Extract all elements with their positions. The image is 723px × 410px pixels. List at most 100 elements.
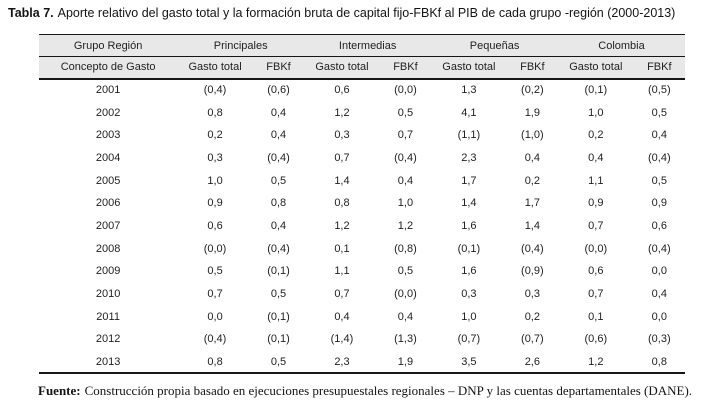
table-row: 2002 0,8 0,4 1,2 0,5 4,1 1,9 1,0 0,5	[39, 101, 685, 124]
value-cell: 0,5	[207, 265, 223, 278]
value-cell: 1,2	[334, 106, 350, 119]
table-row: 2013 0,8 0,5 2,3 1,9 3,5 2,6 1,2 0,8	[39, 351, 685, 374]
value-cell: 0,5	[651, 174, 667, 187]
data-table: Grupo Región Principales Intermedias Peq…	[39, 34, 685, 375]
value-cell: (0,7)	[457, 333, 481, 346]
subheader-cell: Gasto total	[188, 61, 242, 74]
table-row: 2006 0,9 0,8 0,8 1,0 1,4 1,7 0,9 0,9	[39, 192, 685, 215]
value-cell: 0,4	[270, 106, 287, 119]
value-cell: 0,7	[588, 288, 604, 301]
value-cell: (0,0)	[394, 288, 417, 301]
value-cell: (0,4)	[267, 242, 290, 255]
value-cell: 1,4	[461, 197, 477, 210]
value-cell: 0,5	[397, 265, 414, 278]
value-cell: 0,8	[334, 197, 350, 210]
value-cell: 2,3	[461, 151, 477, 164]
value-cell: (0,4)	[394, 151, 417, 164]
value-cell: 0,2	[524, 310, 540, 323]
value-cell: 1,1	[588, 174, 604, 187]
value-cell: 0,0	[207, 310, 223, 323]
value-cell: (1,3)	[394, 333, 417, 346]
group-header-cell: Principales	[213, 39, 268, 52]
value-cell: 0,4	[588, 151, 604, 164]
year-cell: 2003	[95, 129, 121, 142]
value-cell: (0,0)	[203, 242, 227, 255]
value-cell: 1,7	[461, 174, 477, 187]
value-cell: (0,9)	[521, 265, 544, 278]
value-cell: (0,4)	[203, 84, 227, 97]
value-cell: 0,7	[334, 288, 350, 301]
value-cell: (0,1)	[457, 242, 481, 255]
value-cell: 0,1	[334, 242, 350, 255]
value-cell: 1,0	[588, 106, 604, 119]
year-cell: 2011	[96, 310, 120, 323]
value-cell: 1,7	[524, 197, 540, 210]
value-cell: 0,7	[207, 288, 223, 301]
value-cell: 4,1	[461, 106, 477, 119]
value-cell: (0,1)	[584, 84, 608, 97]
subheader-cell: Gasto total	[569, 61, 623, 74]
year-cell: 2005	[95, 174, 121, 187]
value-cell: 0,8	[270, 197, 287, 210]
value-cell: 0,4	[651, 288, 667, 301]
value-cell: 0,4	[334, 310, 350, 323]
value-cell: 0,3	[207, 151, 223, 164]
table-row: 2005 1,0 0,5 1,4 0,4 1,7 0,2 1,1 0,5	[39, 169, 685, 192]
value-cell: (0,7)	[521, 333, 544, 346]
table-row: 2007 0,6 0,4 1,2 1,2 1,6 1,4 0,7 0,6	[39, 215, 685, 238]
group-header-cell: Colombia	[598, 39, 645, 52]
value-cell: 0,5	[397, 106, 414, 119]
value-cell: (0,4)	[203, 333, 227, 346]
year-cell: 2006	[95, 197, 121, 210]
value-cell: 0,5	[651, 106, 667, 119]
value-cell: 0,7	[397, 129, 414, 142]
source-label: Fuente:	[38, 383, 81, 399]
value-cell: 0,4	[270, 219, 287, 232]
value-cell: 0,4	[651, 129, 667, 142]
value-cell: 0,9	[588, 197, 604, 210]
table-caption: Aporte relativo del gasto total y la for…	[57, 6, 676, 20]
year-cell: 2007	[95, 219, 121, 232]
table-row: 2012 (0,4) (0,1) (1,4) (1,3) (0,7) (0,7) (0,6) (…	[39, 328, 685, 351]
value-cell: 0,4	[397, 174, 414, 187]
value-cell: (0,4)	[647, 151, 671, 164]
value-cell: 0,4	[397, 310, 414, 323]
value-cell: 1,2	[397, 219, 414, 232]
value-cell: 1,4	[334, 174, 350, 187]
table-number-label: Tabla 7.	[8, 6, 54, 20]
value-cell: 0,1	[588, 310, 604, 323]
table-row: 2010 0,7 0,5 0,7 (0,0) 0,3 0,3 0,7 0,4	[39, 283, 685, 306]
table-row: 2008 (0,0) (0,4) 0,1 (0,8) (0,1) (0,4) (0,0) (0,…	[39, 237, 685, 260]
group-header-cell: Grupo Región	[73, 39, 143, 52]
subheader-cell: Gasto total	[315, 61, 369, 74]
value-cell: (0,2)	[521, 84, 544, 97]
value-cell: 1,1	[334, 265, 350, 278]
table-row: 2011 0,0 (0,1) 0,4 0,4 1,0 0,2 0,1 0,0	[39, 305, 685, 328]
subheader-cell: FBKf	[647, 61, 672, 74]
value-cell: 1,6	[461, 265, 477, 278]
value-cell: 0,5	[270, 355, 287, 368]
value-cell: 0,7	[588, 219, 604, 232]
value-cell: (0,0)	[394, 84, 417, 97]
value-cell: 0,0	[651, 265, 667, 278]
value-cell: (1,4)	[330, 333, 354, 346]
value-cell: 0,6	[651, 219, 667, 232]
value-cell: 0,4	[270, 129, 287, 142]
group-header-cell: Pequeñas	[469, 39, 520, 52]
value-cell: (0,6)	[584, 333, 608, 346]
value-cell: 1,0	[207, 174, 223, 187]
value-cell: 0,3	[524, 288, 540, 301]
table-row: 2009 0,5 (0,1) 1,1 0,5 1,6 (0,9) 0,6 0,0	[39, 260, 685, 283]
value-cell: 0,8	[651, 355, 667, 368]
page: Tabla 7. Aporte relativo del gasto total …	[0, 6, 723, 410]
value-cell: 3,5	[461, 355, 477, 368]
value-cell: (0,5)	[647, 84, 671, 97]
value-cell: 0,5	[270, 288, 287, 301]
value-cell: 0,0	[651, 310, 667, 323]
value-cell: (0,4)	[521, 242, 544, 255]
value-cell: (0,4)	[267, 151, 290, 164]
value-cell: 0,5	[270, 174, 287, 187]
source-text: Construcción propia basado en ejecucione…	[84, 383, 693, 399]
value-cell: (1,1)	[457, 129, 481, 142]
value-cell: 1,2	[588, 355, 604, 368]
